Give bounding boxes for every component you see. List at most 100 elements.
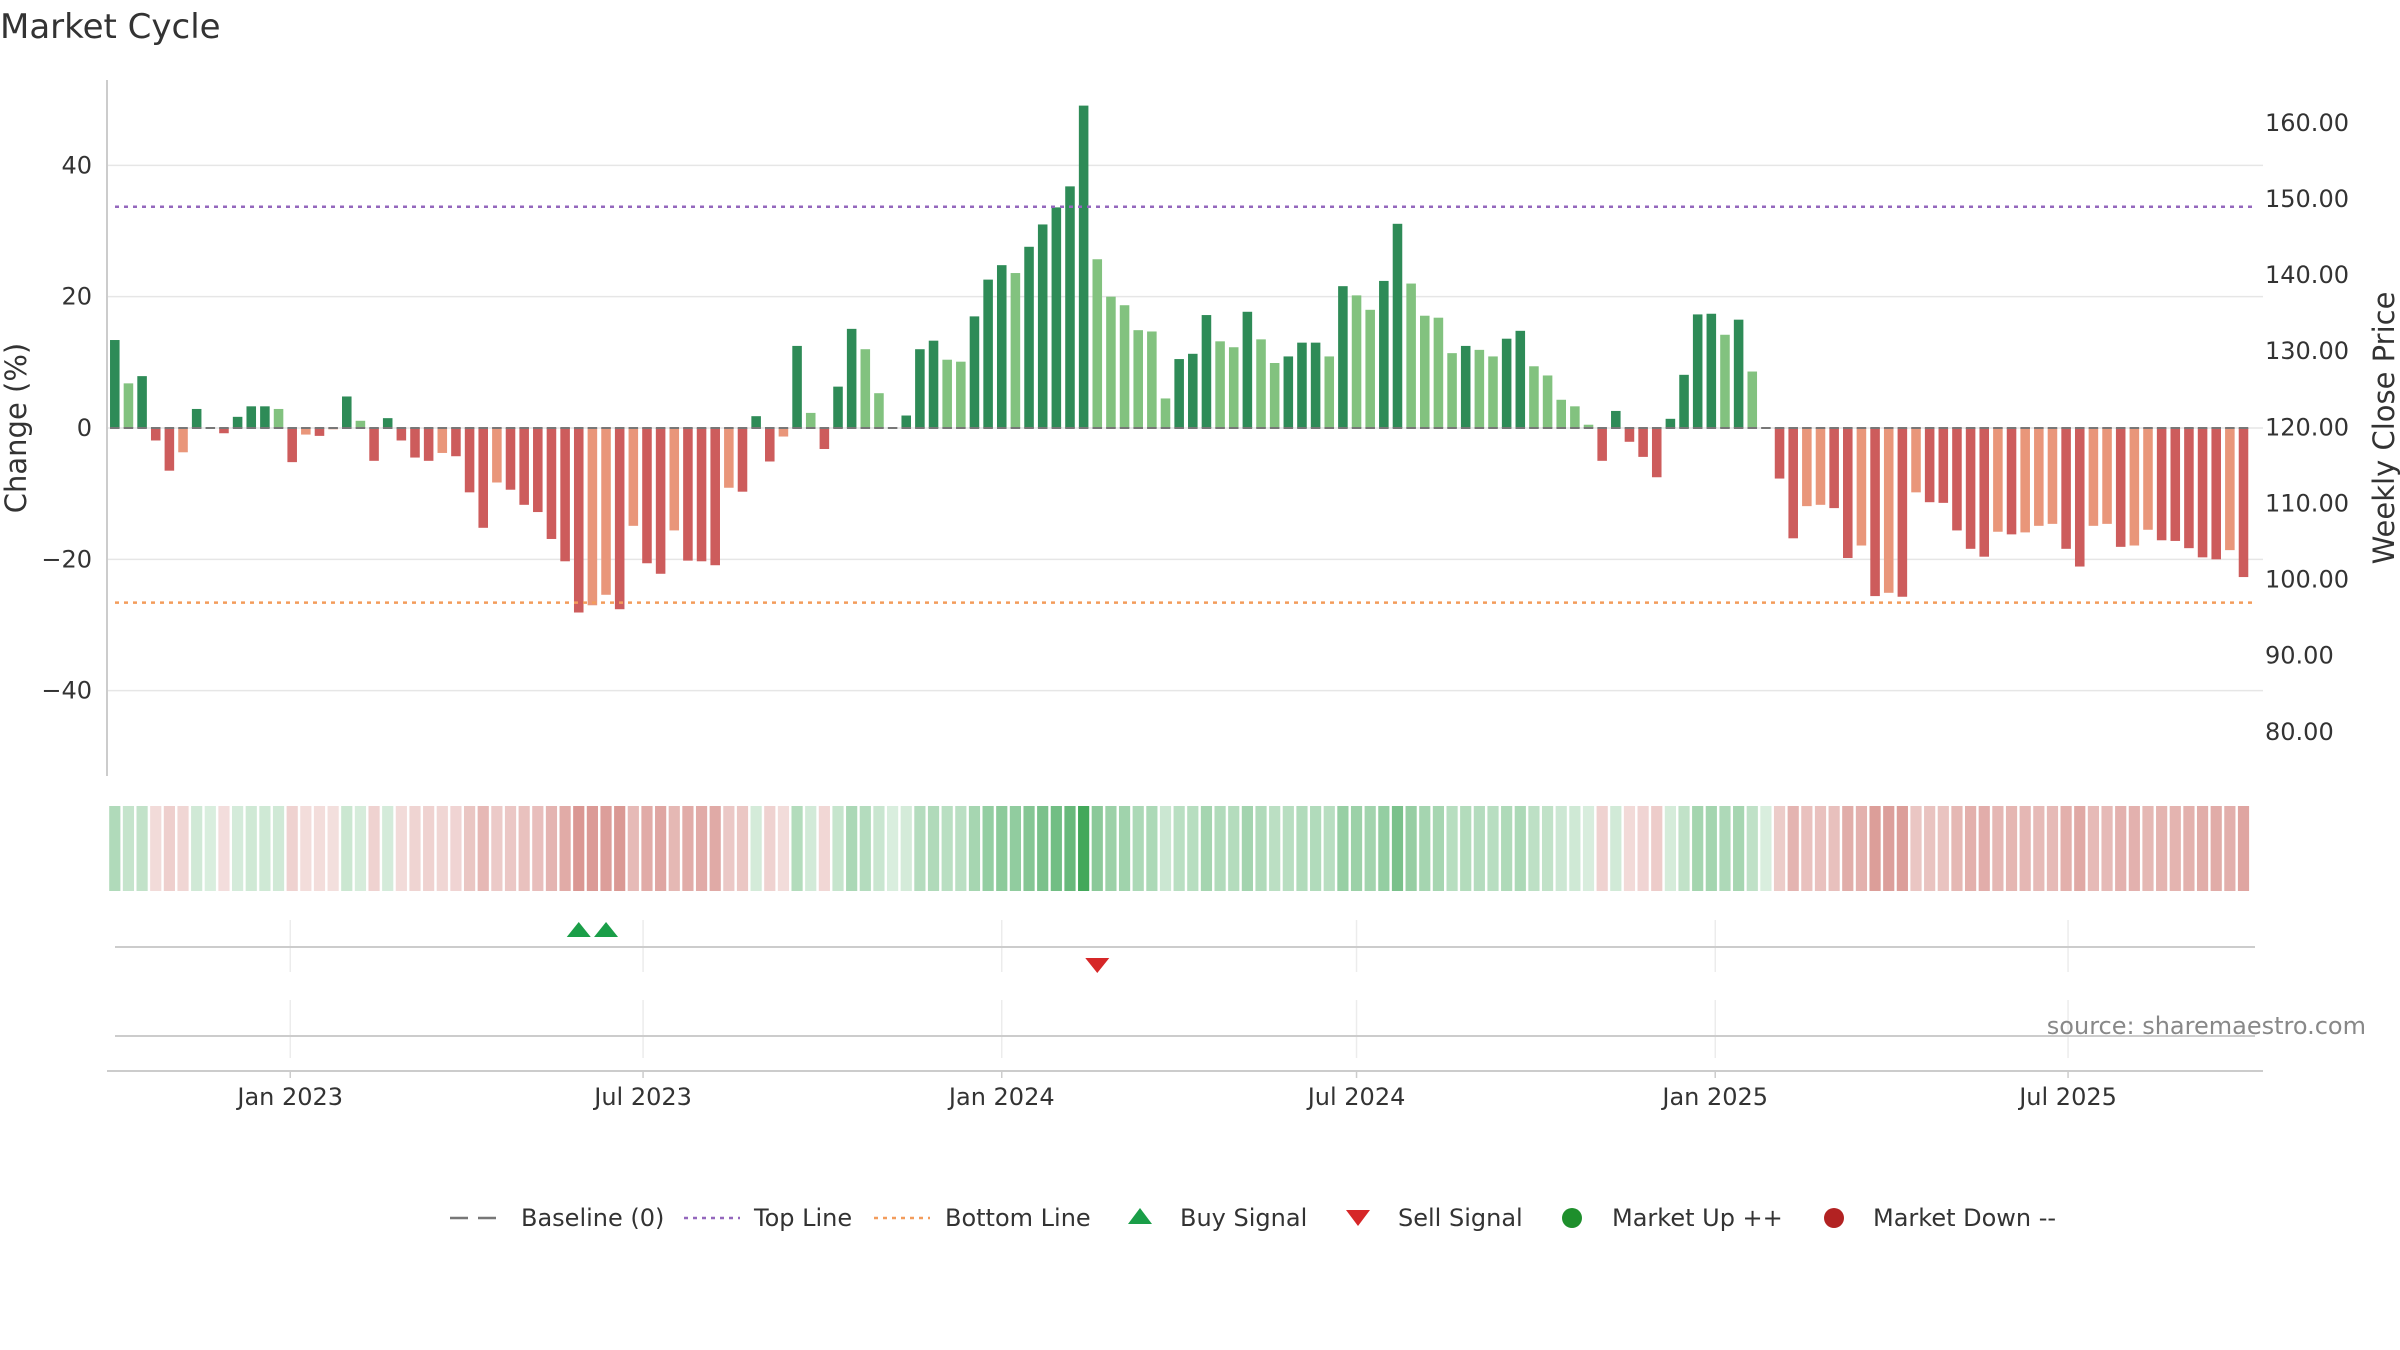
heat-cell <box>1814 806 1827 891</box>
change-bar <box>246 406 257 428</box>
change-bar <box>915 349 925 428</box>
heat-cell <box>1678 806 1690 891</box>
heat-cell <box>1446 806 1458 891</box>
y2-axis-label: Weekly Close Price <box>2367 292 2400 565</box>
change-bar <box>1420 315 1430 428</box>
heat-cell <box>2074 806 2086 891</box>
heat-cell <box>1241 806 1253 891</box>
legend-label: Market Up ++ <box>1612 1204 1783 1232</box>
change-bar <box>1883 428 1894 593</box>
heat-cell <box>2142 806 2154 891</box>
legend-swatch-circle <box>1824 1208 1844 1228</box>
change-bar <box>478 428 488 528</box>
heat-cell <box>122 806 135 891</box>
y-axis-label: Change (%) <box>0 343 33 513</box>
heat-cell <box>1187 806 1199 891</box>
change-bars <box>110 105 2249 613</box>
change-bar <box>765 428 775 462</box>
heat-cell <box>777 806 790 891</box>
change-bar <box>1283 356 1294 428</box>
heat-cell <box>2183 806 2195 891</box>
heat-cell <box>832 806 844 891</box>
change-bar <box>1993 428 2003 532</box>
change-bar <box>805 412 816 428</box>
change-bar <box>1529 366 1539 428</box>
change-bar <box>1392 223 1403 428</box>
legend-item: Buy Signal <box>1128 1204 1307 1232</box>
change-bar <box>1488 356 1498 428</box>
heat-cell <box>1159 806 1172 891</box>
heat-cell <box>109 806 121 891</box>
change-bar <box>1324 356 1335 428</box>
change-bar <box>1651 428 1662 478</box>
change-bar <box>1815 428 1826 505</box>
heat-cell <box>1610 806 1622 891</box>
heat-cell <box>968 806 981 891</box>
heat-cell <box>1118 806 1131 891</box>
heat-cell <box>1760 806 1772 891</box>
change-bar <box>1215 341 1225 428</box>
change-bar <box>1010 273 1021 428</box>
heat-cell <box>1214 806 1226 891</box>
change-bar <box>1338 286 1348 428</box>
change-bar <box>1460 345 1471 428</box>
change-bar <box>2102 428 2112 524</box>
change-bar <box>1379 280 1389 428</box>
heat-cell <box>1787 806 1799 891</box>
change-bar <box>1269 363 1280 428</box>
y2-tick-label: 140.00 <box>2265 261 2349 289</box>
heat-cell <box>286 806 298 891</box>
change-bar <box>1870 428 1880 597</box>
change-bar <box>355 420 366 428</box>
legend-item: Market Up ++ <box>1562 1204 1783 1232</box>
change-bar <box>1188 353 1198 428</box>
heat-cell <box>1282 806 1294 891</box>
heat-cell <box>1883 806 1895 891</box>
change-bar <box>1242 311 1253 428</box>
heat-cell <box>1992 806 2004 891</box>
heat-cell <box>2101 806 2113 891</box>
heat-cell <box>941 806 953 891</box>
heat-cell <box>272 806 285 891</box>
heat-cell <box>1064 806 1076 891</box>
change-bar <box>2129 428 2140 546</box>
heat-cell <box>382 806 394 891</box>
heat-cell <box>1555 806 1567 891</box>
heat-cell <box>600 806 612 891</box>
change-bar <box>1597 428 1607 461</box>
x-tick-label: Jan 2025 <box>1660 1083 1768 1111</box>
change-bar <box>191 408 202 428</box>
change-bar <box>1365 309 1375 428</box>
change-bar <box>2020 428 2030 533</box>
heat-cell <box>368 806 380 891</box>
heat-cell <box>1296 806 1308 891</box>
heat-cell <box>1692 806 1704 891</box>
heat-cell <box>1228 806 1240 891</box>
change-bar <box>1447 353 1457 428</box>
heat-cell <box>1432 806 1445 891</box>
change-bar <box>860 349 871 428</box>
change-bar <box>2047 428 2058 524</box>
change-bar <box>342 396 352 428</box>
change-bar <box>1092 259 1103 428</box>
heat-cell <box>545 806 558 891</box>
heat-cell <box>1896 806 1908 891</box>
y2-axis-ticks: 80.00 90.00 100.00 110.00 120.00 130.00 140.00… <box>2265 109 2349 746</box>
change-bar <box>150 428 161 441</box>
change-bar <box>423 428 434 461</box>
heat-cell <box>327 806 339 891</box>
heat-cell <box>1828 806 1840 891</box>
change-bar <box>901 415 912 428</box>
heat-cell <box>927 806 940 891</box>
heat-cell <box>2128 806 2140 891</box>
change-bar <box>642 428 652 564</box>
legend: Baseline (0) Top Line Bottom Line Buy Signa… <box>450 1204 2056 1232</box>
change-bar <box>1802 428 1812 507</box>
change-bar <box>382 418 393 428</box>
change-bar <box>587 428 598 606</box>
heat-cell <box>191 806 203 891</box>
change-bar <box>1979 428 1990 557</box>
heat-cell <box>1501 806 1513 891</box>
heat-cell <box>1419 806 1431 891</box>
legend-label: Sell Signal <box>1398 1204 1523 1232</box>
